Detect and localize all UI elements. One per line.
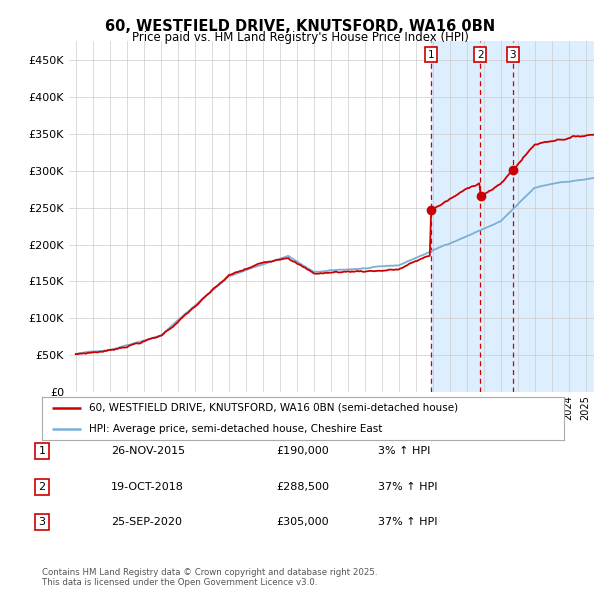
Text: 1: 1 <box>428 50 434 60</box>
Text: £288,500: £288,500 <box>276 482 329 491</box>
Bar <box>431 41 594 392</box>
Text: 60, WESTFIELD DRIVE, KNUTSFORD, WA16 0BN: 60, WESTFIELD DRIVE, KNUTSFORD, WA16 0BN <box>105 19 495 34</box>
Text: 37% ↑ HPI: 37% ↑ HPI <box>378 517 437 527</box>
Text: Price paid vs. HM Land Registry's House Price Index (HPI): Price paid vs. HM Land Registry's House … <box>131 31 469 44</box>
Text: 3% ↑ HPI: 3% ↑ HPI <box>378 447 430 456</box>
Text: 2: 2 <box>477 50 484 60</box>
Text: 25-SEP-2020: 25-SEP-2020 <box>111 517 182 527</box>
Text: 1: 1 <box>38 447 46 456</box>
Text: Contains HM Land Registry data © Crown copyright and database right 2025.
This d: Contains HM Land Registry data © Crown c… <box>42 568 377 587</box>
Text: 2: 2 <box>38 482 46 491</box>
Text: 37% ↑ HPI: 37% ↑ HPI <box>378 482 437 491</box>
Text: £190,000: £190,000 <box>276 447 329 456</box>
Text: 19-OCT-2018: 19-OCT-2018 <box>111 482 184 491</box>
Text: 26-NOV-2015: 26-NOV-2015 <box>111 447 185 456</box>
Text: HPI: Average price, semi-detached house, Cheshire East: HPI: Average price, semi-detached house,… <box>89 424 382 434</box>
Text: £305,000: £305,000 <box>276 517 329 527</box>
Text: 3: 3 <box>509 50 516 60</box>
Text: 3: 3 <box>38 517 46 527</box>
Text: 60, WESTFIELD DRIVE, KNUTSFORD, WA16 0BN (semi-detached house): 60, WESTFIELD DRIVE, KNUTSFORD, WA16 0BN… <box>89 403 458 412</box>
